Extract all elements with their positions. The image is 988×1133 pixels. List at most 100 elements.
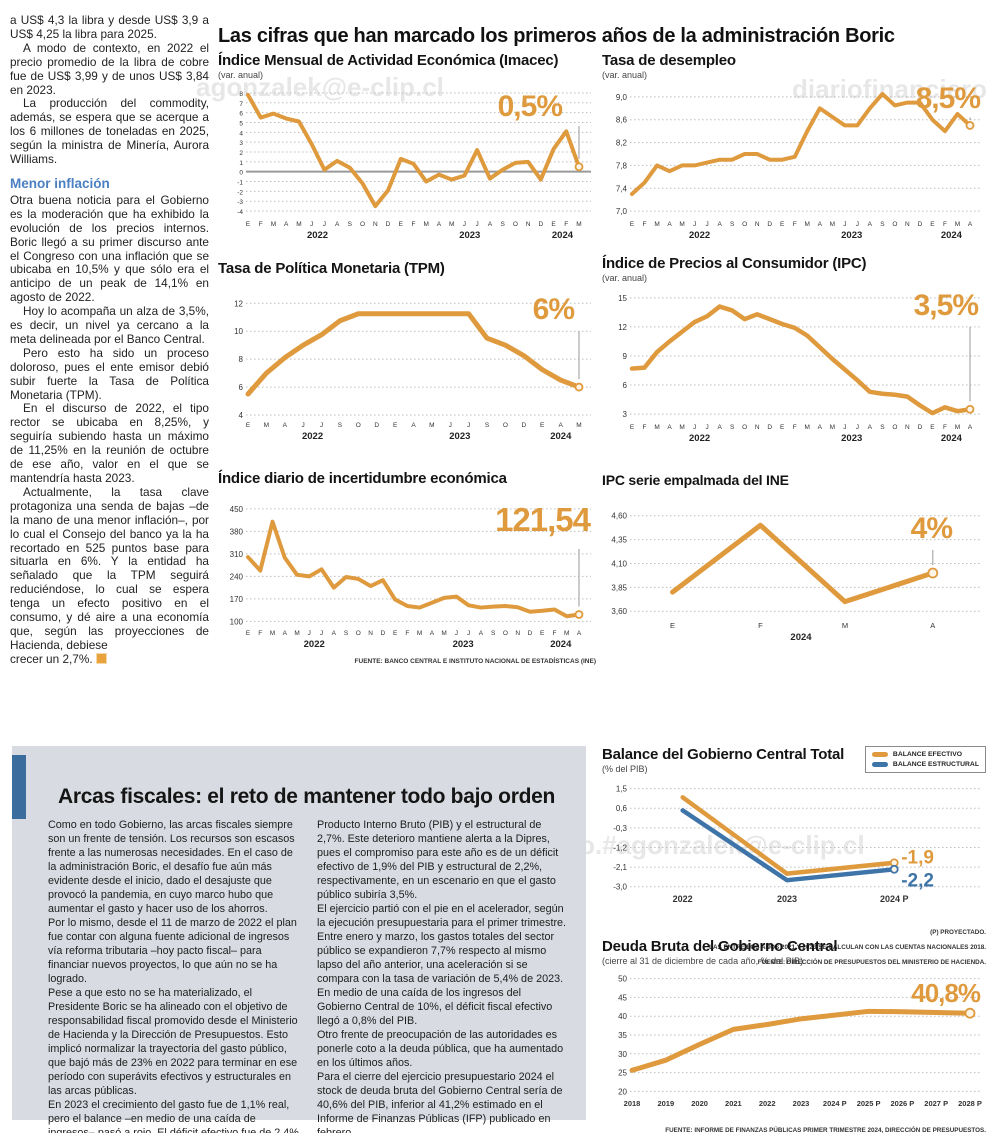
svg-text:30: 30 bbox=[618, 1050, 627, 1059]
value-callout: 8,5% bbox=[915, 82, 981, 115]
svg-text:J: J bbox=[693, 221, 696, 228]
svg-text:M: M bbox=[576, 422, 581, 429]
box-title: Arcas fiscales: el reto de mantener todo… bbox=[58, 785, 556, 809]
chart-incertidumbre: Índice diario de incertidumbre económica… bbox=[218, 470, 596, 665]
svg-text:J: J bbox=[455, 630, 458, 637]
svg-text:N: N bbox=[905, 221, 910, 228]
svg-text:S: S bbox=[730, 221, 735, 228]
svg-text:2024: 2024 bbox=[941, 433, 963, 444]
svg-text:F: F bbox=[793, 221, 797, 228]
svg-text:A: A bbox=[437, 221, 442, 228]
chart-title: Tasa de Política Monetaria (TPM) bbox=[218, 260, 445, 277]
svg-text:E: E bbox=[393, 630, 398, 637]
svg-text:D: D bbox=[386, 221, 391, 228]
svg-text:E: E bbox=[630, 424, 635, 431]
paragraph: Por lo mismo, desde el 11 de marzo de 20… bbox=[48, 917, 297, 985]
svg-text:J: J bbox=[308, 630, 311, 637]
svg-text:N: N bbox=[515, 630, 520, 637]
svg-text:2022: 2022 bbox=[307, 230, 328, 241]
svg-text:3: 3 bbox=[239, 140, 243, 147]
svg-text:M: M bbox=[417, 630, 422, 637]
svg-text:M: M bbox=[441, 630, 446, 637]
chart-deuda: Deuda Bruta del Gobierno Central (cierre… bbox=[602, 938, 986, 1133]
paragraph: Otro frente de preocupación de las autor… bbox=[317, 1029, 564, 1069]
svg-text:S: S bbox=[491, 630, 496, 637]
svg-text:A: A bbox=[332, 630, 337, 637]
svg-text:A: A bbox=[488, 221, 493, 228]
svg-text:M: M bbox=[679, 424, 684, 431]
chart-ipc-empalmada: IPC serie empalmada del INE 4,60 4,35 4,10… bbox=[602, 472, 986, 649]
svg-text:O: O bbox=[503, 630, 508, 637]
svg-text:15: 15 bbox=[618, 294, 627, 303]
efectivo-swatch-icon bbox=[871, 752, 888, 757]
article-last-line: crecer un 2,7%. bbox=[10, 651, 209, 667]
svg-text:F: F bbox=[405, 630, 409, 637]
value-callout: 121,54 bbox=[495, 501, 591, 538]
svg-text:J: J bbox=[463, 221, 466, 228]
svg-text:F: F bbox=[643, 424, 647, 431]
svg-text:J: J bbox=[320, 630, 323, 637]
paragraph: a US$ 4,3 la libra y desde US$ 3,9 a US$… bbox=[10, 13, 209, 41]
svg-text:35: 35 bbox=[618, 1031, 627, 1040]
svg-text:A: A bbox=[818, 424, 823, 431]
svg-text:50: 50 bbox=[618, 975, 627, 984]
source-note: FUENTE: BANCO CENTRAL E INSTITUTO NACION… bbox=[354, 658, 596, 665]
svg-text:2024: 2024 bbox=[550, 639, 572, 650]
svg-text:380: 380 bbox=[230, 527, 244, 536]
svg-text:M: M bbox=[424, 221, 429, 228]
svg-text:S: S bbox=[500, 221, 505, 228]
value-callout: 4% bbox=[910, 512, 953, 545]
svg-text:3,85: 3,85 bbox=[611, 583, 627, 592]
svg-text:M: M bbox=[654, 424, 659, 431]
svg-text:J: J bbox=[323, 221, 326, 228]
svg-text:N: N bbox=[755, 424, 760, 431]
svg-text:N: N bbox=[368, 630, 373, 637]
svg-text:9: 9 bbox=[623, 352, 628, 361]
svg-text:A: A bbox=[717, 221, 722, 228]
svg-text:D: D bbox=[521, 422, 526, 429]
svg-text:310: 310 bbox=[230, 550, 244, 559]
svg-text:40: 40 bbox=[618, 1012, 627, 1021]
svg-text:2024: 2024 bbox=[941, 230, 963, 241]
svg-text:A: A bbox=[558, 422, 563, 429]
estructural-swatch-icon bbox=[871, 762, 888, 767]
svg-text:4,10: 4,10 bbox=[611, 559, 627, 568]
svg-text:O: O bbox=[360, 221, 365, 228]
arcas-fiscales-box: Arcas fiscales: el reto de mantener todo… bbox=[12, 746, 586, 1133]
svg-text:S: S bbox=[348, 221, 353, 228]
svg-text:J: J bbox=[310, 221, 313, 228]
svg-text:M: M bbox=[296, 221, 301, 228]
svg-text:6: 6 bbox=[239, 111, 243, 118]
svg-text:2024 P: 2024 P bbox=[823, 1099, 847, 1108]
chart-legend: BALANCE EFECTIVO BALANCE ESTRUCTURAL bbox=[864, 746, 986, 773]
svg-text:M: M bbox=[805, 424, 810, 431]
svg-text:12: 12 bbox=[234, 299, 243, 308]
chart-title: Tasa de desempleo bbox=[602, 52, 736, 69]
chart-subtitle: (var. anual) bbox=[602, 70, 648, 80]
paragraph: A modo de contexto, en 2022 el precio pr… bbox=[10, 40, 209, 97]
svg-text:12: 12 bbox=[618, 323, 627, 332]
header-accent-bar bbox=[12, 755, 26, 819]
paragraph: Pero esto ha sido un proceso doloroso, p… bbox=[10, 345, 209, 402]
svg-text:S: S bbox=[344, 630, 349, 637]
svg-text:M: M bbox=[955, 221, 960, 228]
desempleo-line-chart: 9,08,68,27,87,47,0E F M A M J J A S O N D E F M A M J J A S O… bbox=[616, 92, 982, 241]
svg-text:6: 6 bbox=[239, 383, 244, 392]
svg-text:-2: -2 bbox=[237, 189, 243, 196]
svg-text:E: E bbox=[930, 221, 935, 228]
chart-subtitle: (var. anual) bbox=[602, 273, 648, 283]
svg-text:D: D bbox=[381, 630, 386, 637]
svg-text:J: J bbox=[856, 221, 859, 228]
article-text: crecer un 2,7%. bbox=[10, 651, 93, 666]
svg-text:J: J bbox=[705, 221, 708, 228]
svg-text:20: 20 bbox=[618, 1087, 627, 1096]
svg-text:A: A bbox=[930, 621, 935, 630]
legend-label: BALANCE EFECTIVO bbox=[892, 751, 963, 758]
balance-line-chart: 1,5 0,6 -0,3 -1,2 -2,1 -3,0 2022 2023 2024 P -1,9… bbox=[613, 785, 982, 904]
legend-item-estructural: BALANCE ESTRUCTURAL bbox=[871, 761, 979, 768]
svg-text:2026 P: 2026 P bbox=[891, 1099, 915, 1108]
svg-text:2023: 2023 bbox=[449, 431, 470, 442]
svg-text:100: 100 bbox=[230, 617, 244, 626]
svg-text:F: F bbox=[412, 221, 416, 228]
